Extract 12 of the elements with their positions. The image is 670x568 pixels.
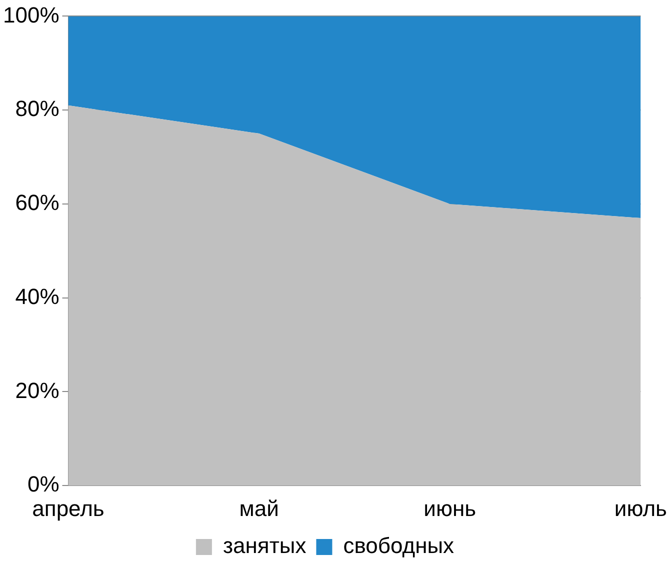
y-tick-label: 80% [15, 96, 60, 122]
x-tick-label: май [239, 496, 279, 521]
y-tick-label: 0% [27, 472, 60, 497]
legend-label: свободных [343, 533, 454, 558]
x-tick-label: июль [614, 496, 667, 521]
y-tick-label: 40% [15, 284, 60, 309]
x-tick-label: апрель [32, 496, 104, 521]
legend-label: занятых [222, 533, 306, 558]
y-tick-label: 100% [2, 2, 60, 28]
y-tick-label: 20% [15, 378, 60, 403]
x-tick-label: июнь [424, 496, 476, 521]
y-tick-label: 60% [15, 190, 60, 216]
